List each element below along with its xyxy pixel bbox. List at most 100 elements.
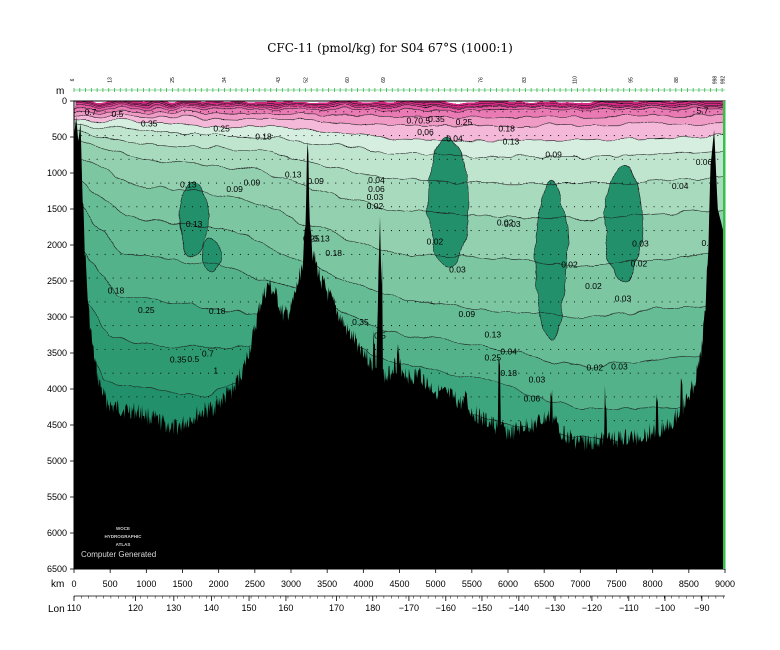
contour-label: 0.04 [446,133,463,143]
sample-dot [136,230,138,232]
sample-dot [383,325,385,327]
sample-dot [430,372,432,374]
sample-dot [375,253,377,255]
sample-dot [231,135,233,137]
sample-dot [558,277,560,279]
sample-dot [152,182,154,184]
sample-dot [176,182,178,184]
sample-dot [295,111,297,113]
sample-dot [653,111,655,113]
sample-dot [542,206,544,208]
contour-label: 0.09 [545,149,562,159]
sample-dot [96,253,98,255]
sample-dot [231,158,233,160]
sample-dot [144,253,146,255]
contour-label: 0.13 [313,234,330,244]
sample-dot [605,158,607,160]
sample-dot [462,372,464,374]
sample-dot [168,325,170,327]
depth-tick-label: 3000 [47,312,67,322]
sample-dot [192,396,194,398]
contour-label: 0.06 [524,393,541,403]
sample-dot [255,230,257,232]
distance-tick-label: 4500 [389,579,409,589]
sample-dot [478,253,480,255]
sample-dot [176,230,178,232]
sample-dot [398,230,401,232]
sample-dot [192,348,194,350]
sample-dot [581,396,584,398]
sample-dot [287,111,289,113]
sample-dot [319,230,321,232]
sample-dot [494,111,496,113]
sample-dot [112,182,114,184]
sample-dot [542,348,544,350]
contour-label: 0.09 [244,177,261,187]
sample-dot [247,253,249,255]
station-label: 992 [720,76,726,85]
sample-dot [502,372,504,374]
sample-dot [104,182,106,184]
low-cfc-patch-1 [535,179,568,339]
distance-tick-label: 8500 [679,579,699,589]
sample-dot [486,348,488,350]
sample-dot [621,301,623,303]
sample-dot [223,301,226,303]
contour-label: 0.7 [85,107,97,117]
sample-dot [526,230,528,232]
sample-dot [589,372,592,374]
station-label: 95 [628,77,634,83]
distance-tick-label: 7500 [606,579,626,589]
sample-dot [128,206,130,208]
sample-dot [422,111,424,113]
sample-dot [518,348,520,350]
sample-dot [446,206,448,208]
distance-tick-label: 2000 [209,579,229,589]
sample-dot [104,111,106,113]
sample-dot [398,158,401,160]
sample-dot [311,135,313,137]
sample-dot [279,135,281,137]
sample-dot [200,158,202,160]
distance-tick-label: 5000 [426,579,446,589]
sample-dot [478,158,480,160]
sample-dot [311,111,313,113]
sample-dot [621,348,623,350]
sample-dot [478,182,480,184]
sample-dot [88,230,90,232]
sample-dot [144,325,146,327]
sample-dot [406,182,409,184]
sample-dot [534,135,536,137]
sample-dot [669,182,671,184]
sample-dot [88,182,90,184]
sample-dot [176,372,178,374]
sample-dot [390,277,393,279]
sample-dot [390,348,393,350]
longitude-axis-label: Lon [48,604,65,615]
sample-dot [454,372,456,374]
sample-dot [120,158,122,160]
distance-tick-label: 5500 [462,579,482,589]
station-label: 6 [70,78,76,81]
sample-dot [263,253,265,255]
sample-dot [287,135,289,137]
sample-dot [510,372,512,374]
sample-dot [526,182,528,184]
sample-dot [343,135,345,137]
station-label: 43 [276,77,282,83]
sample-dot [470,111,472,113]
sample-dot [613,372,615,374]
sample-dot [462,182,464,184]
sample-dot [645,301,647,303]
sample-dot [454,111,456,113]
watermark-logo-line1: WOCE [116,526,130,531]
sample-dot [136,253,138,255]
sample-dot [685,253,687,255]
sample-dot [502,420,504,422]
sample-dot [335,158,337,160]
sample-dot [184,182,186,184]
sample-dot [677,135,679,137]
sample-dot [383,135,385,137]
sample-dot [359,111,361,113]
